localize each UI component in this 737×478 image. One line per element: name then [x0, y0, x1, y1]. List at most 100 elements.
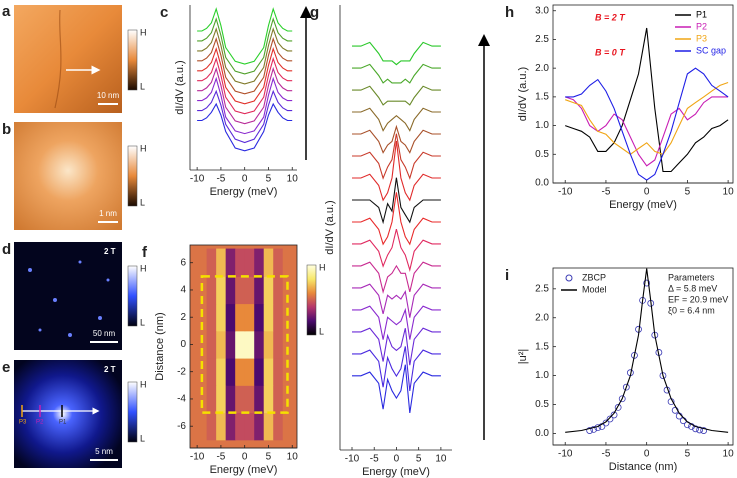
colorbar-label: L [319, 326, 324, 336]
x-tick-label: 0 [644, 187, 650, 198]
line-series [197, 66, 293, 125]
heatmap-cell [282, 412, 293, 441]
y-axis-label: dI/dV (a.u.) [324, 200, 336, 254]
heatmap-cell [282, 330, 293, 359]
x-axis-label: Distance (nm) [609, 461, 677, 473]
legend-label: Model [582, 284, 607, 294]
scatter-point [610, 411, 618, 419]
x-tick-label: 10 [287, 174, 299, 185]
heatmap-cell [254, 248, 265, 277]
scatter-point [618, 395, 626, 403]
line-series [197, 76, 293, 135]
y-axis-label: Distance (nm) [154, 312, 166, 380]
colorbar-label: H [140, 27, 147, 37]
heatmap-cell [225, 412, 236, 441]
line-series [565, 96, 729, 167]
colorbar-label: L [140, 433, 145, 443]
heatmap-cell [216, 357, 227, 386]
x-tick-label: -5 [216, 174, 225, 185]
legend-marker [565, 274, 573, 282]
colorbar [306, 264, 317, 336]
heatmap-cell [263, 248, 274, 277]
heatmap-cell [273, 248, 284, 277]
colorbar [127, 381, 138, 443]
y-tick-label: 0.5 [535, 149, 549, 160]
y-tick-label: 0 [180, 339, 186, 350]
note: Δ = 5.8 meV [668, 283, 717, 293]
scatter-point [590, 425, 598, 433]
heatmap-cell [235, 384, 246, 414]
y-tick-label: 2.0 [535, 63, 549, 74]
image [14, 360, 122, 468]
line-series [197, 46, 293, 105]
scatter-point [631, 351, 638, 359]
line-series [352, 124, 441, 154]
x-tick-label: -5 [601, 449, 610, 460]
heatmap-cell [273, 275, 284, 305]
line-series [352, 261, 441, 295]
x-tick-label: -5 [370, 454, 379, 465]
field-label: 2 T [104, 247, 116, 256]
y-tick-label: 2.5 [535, 34, 549, 45]
heatmap-cell [244, 330, 255, 359]
heatmap-cell [197, 248, 208, 277]
line-series [352, 133, 441, 180]
heatmap-cell [254, 275, 265, 305]
panel-label: a [2, 3, 11, 20]
annotation: B = 2 T [595, 12, 626, 22]
model-line [565, 268, 729, 433]
heatmap-cell [225, 357, 236, 386]
heatmap-cell [282, 303, 293, 332]
image [14, 5, 122, 113]
scatter-point [700, 427, 708, 434]
image [14, 122, 122, 230]
plot-area [190, 245, 297, 448]
x-tick-label: -10 [345, 454, 360, 465]
heatmap-cell [273, 384, 284, 414]
x-axis-label: Energy (meV) [362, 466, 430, 478]
heatmap-cell [235, 275, 246, 305]
colorbar-label: H [140, 143, 147, 153]
line-series [352, 283, 441, 318]
legend-label: P1 [696, 9, 707, 19]
heatmap-cell [216, 330, 227, 359]
colorbar [127, 265, 138, 327]
heatmap-cell [244, 248, 255, 277]
x-tick-label: 0 [394, 454, 400, 465]
y-axis-label: dI/dV (a.u.) [517, 67, 529, 121]
heatmap-cell [254, 384, 265, 414]
x-axis-label: Energy (meV) [210, 464, 278, 476]
heatmap-cell [206, 384, 217, 414]
heatmap-cell [235, 248, 246, 277]
heatmap-cell [263, 303, 274, 332]
line-series [352, 192, 441, 246]
heatmap-cell [235, 412, 246, 441]
heatmap-cell [244, 275, 255, 305]
heatmap-cell [235, 330, 246, 359]
colorbar-label: H [140, 263, 147, 273]
heatmap-cell [197, 330, 208, 359]
scale-bar-label: 1 nm [99, 209, 117, 218]
line-series [197, 7, 293, 65]
image [14, 242, 122, 350]
scale-bar-label: 5 nm [95, 447, 113, 456]
heatmap-cell [216, 412, 227, 441]
line-series [197, 102, 293, 152]
x-tick-label: -5 [601, 187, 610, 198]
heatmap-cell [244, 357, 255, 386]
heatmap-cell [254, 412, 265, 441]
heatmap-cell [263, 330, 274, 359]
line-series [197, 36, 293, 95]
line-series [352, 228, 441, 273]
heatmap-cell [254, 330, 265, 359]
legend-label: ZBCP [582, 272, 606, 282]
panel-label: e [2, 359, 10, 376]
line-series [565, 67, 729, 181]
legend-label: SC gap [696, 45, 726, 55]
y-tick-label: 0.5 [535, 399, 549, 410]
heatmap-cell [225, 330, 236, 359]
line-series [352, 305, 441, 340]
highlight-box [200, 275, 289, 414]
line-series [352, 63, 441, 84]
